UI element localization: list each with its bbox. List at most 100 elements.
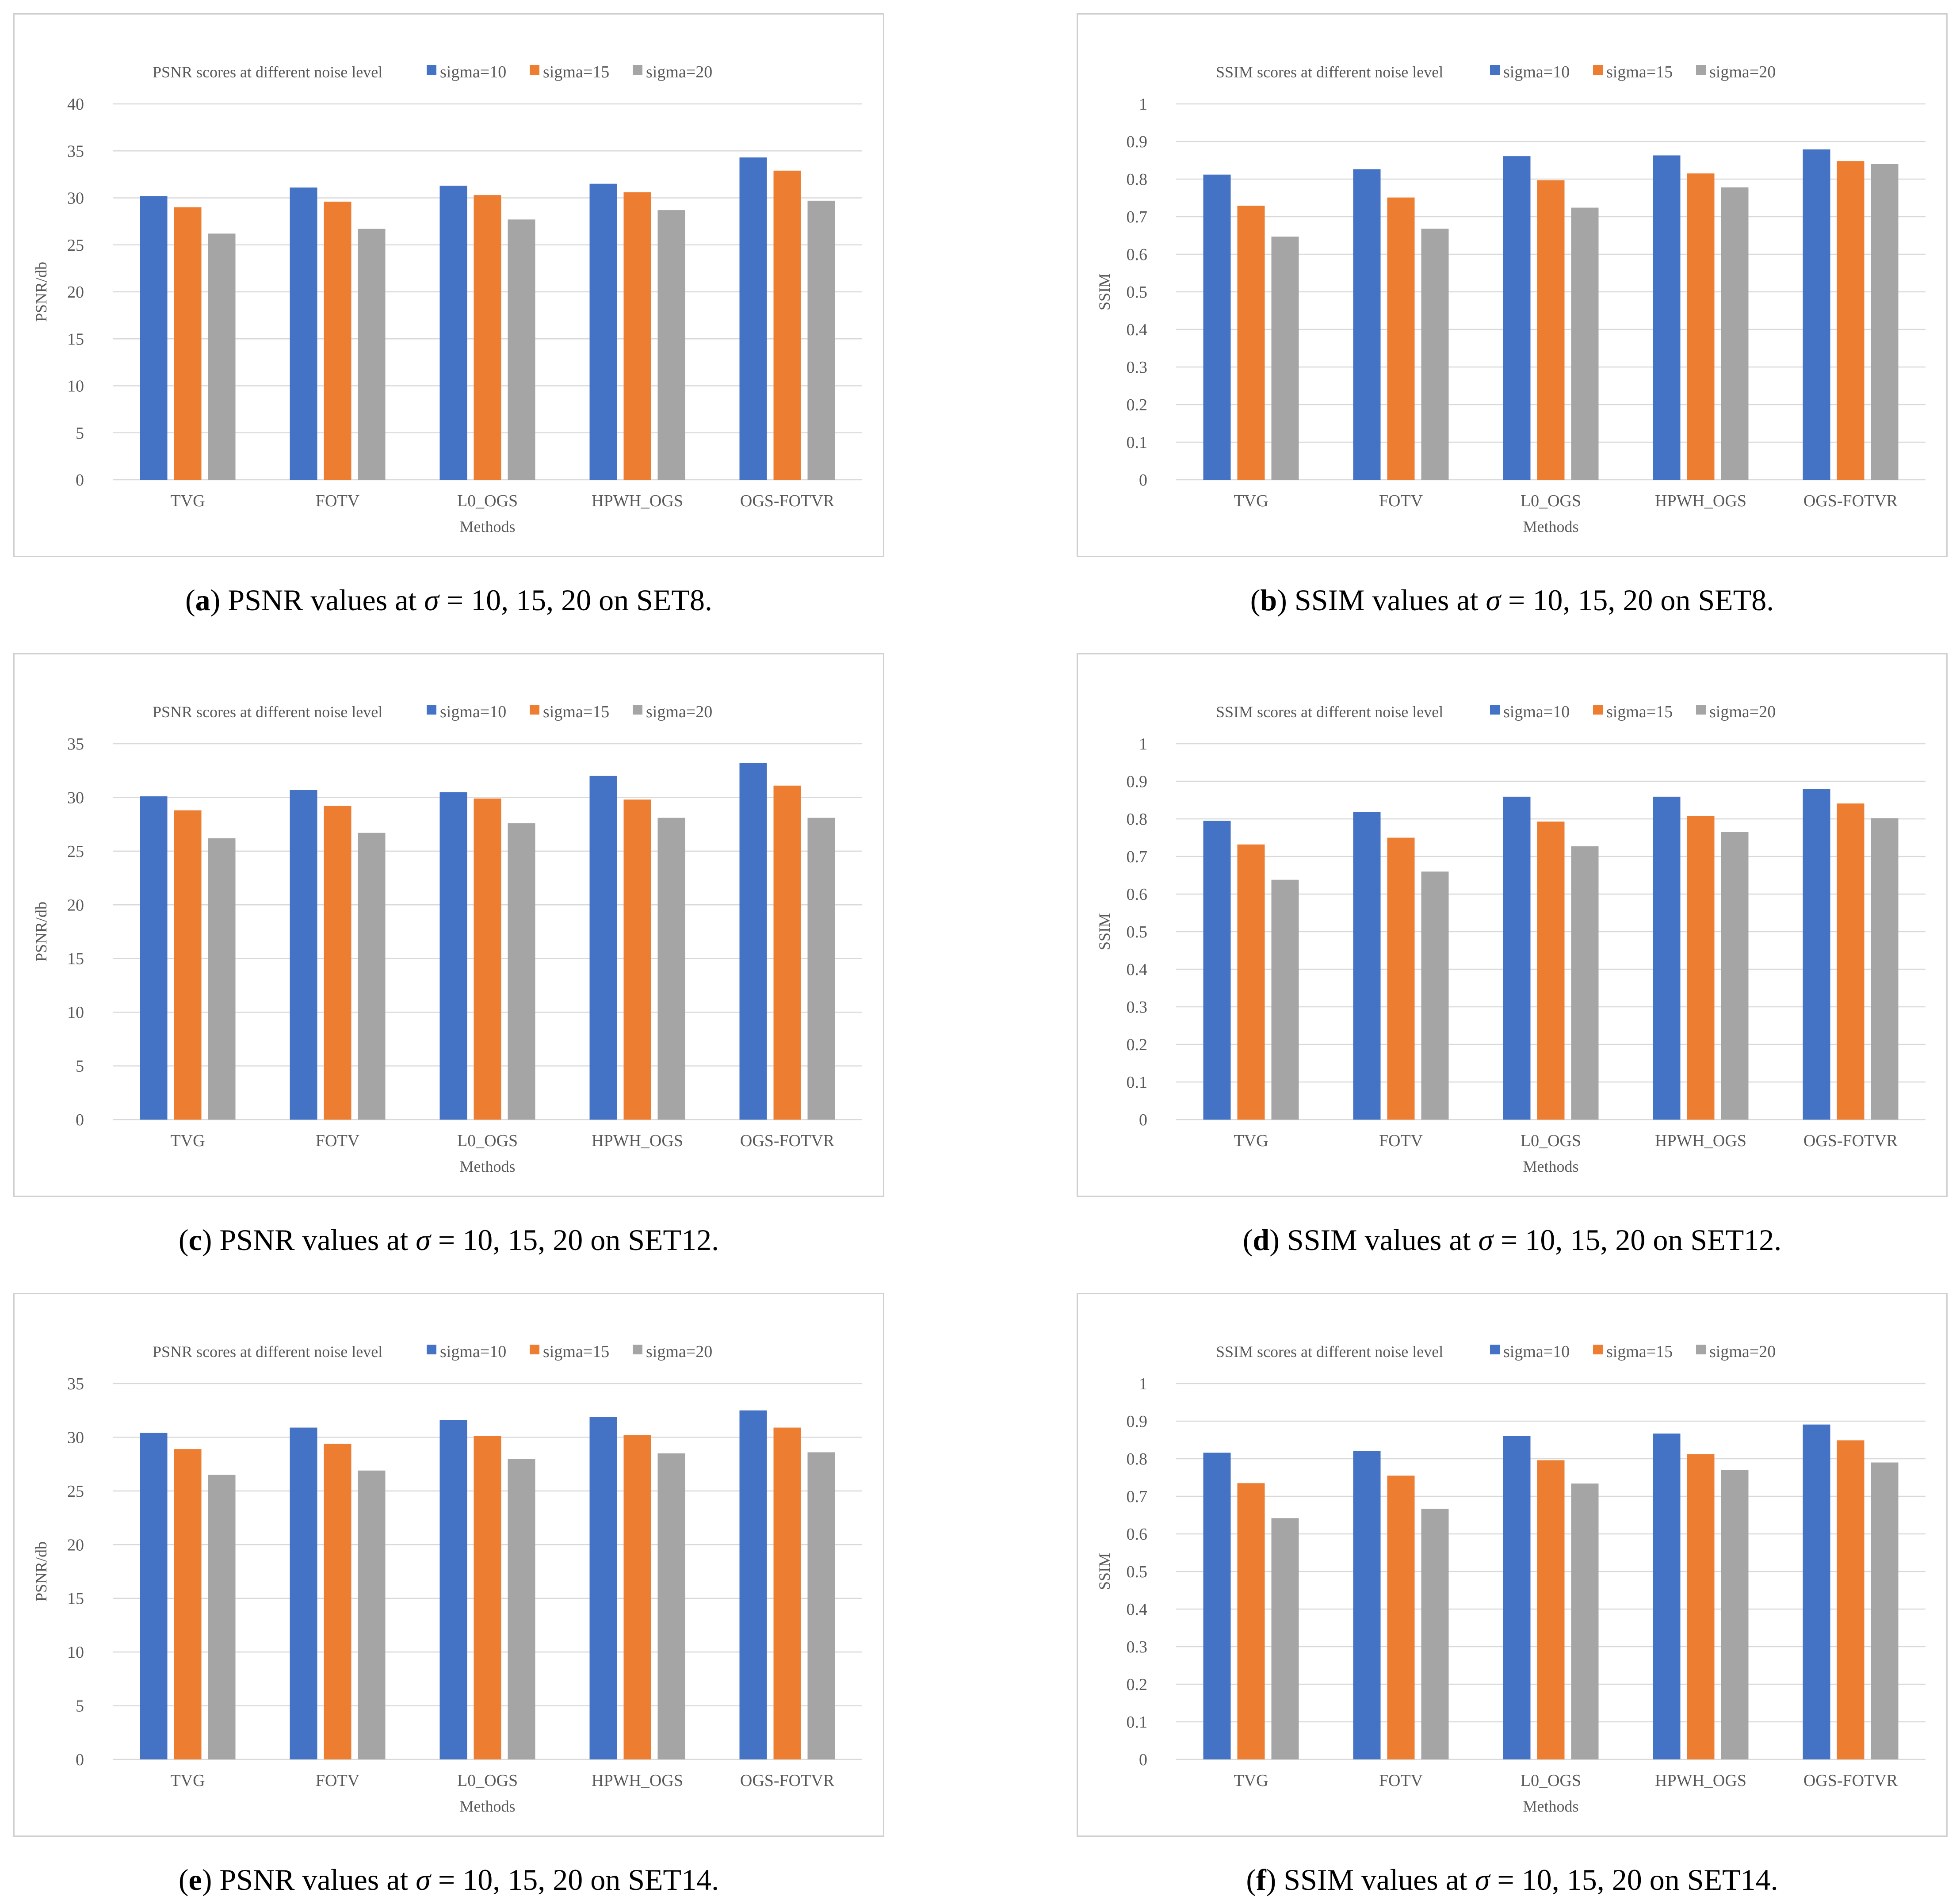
chart-panel-d: 0 0.1 0.2 0.3 0.4 0.5 0.6 0.7 0.8 0.9 1 TVG FOTV L0_O… xyxy=(1077,653,1948,1197)
y-tick-label: 30 xyxy=(67,189,84,208)
y-axis-title: PSNR/db xyxy=(32,262,50,322)
caption-values: = 10, 15, 20 xyxy=(438,1863,583,1896)
x-tick-label: HPWH_OGS xyxy=(1655,1132,1746,1150)
caption-label: f xyxy=(1256,1863,1266,1896)
chart-svg-a: 0 5 10 15 20 25 30 35 40 TVG FOTV L0_OGS HPWH_OGS OGS… xyxy=(13,13,884,557)
caption-f: (f) SSIM values at σ = 10, 15, 20 on SET… xyxy=(1246,1863,1778,1896)
bar-sigma-20-tvg xyxy=(208,838,236,1120)
bar-sigma-10-l0_ogs xyxy=(439,1420,467,1759)
bar-sigma-20-tvg xyxy=(208,1475,236,1759)
bar-sigma-10-fotv xyxy=(290,187,317,480)
bar-sigma-10-tvg xyxy=(140,796,168,1120)
y-tick-label: 5 xyxy=(76,1057,84,1076)
bar-sigma-10-l0_ogs xyxy=(1503,1436,1531,1759)
x-tick-label: TVG xyxy=(170,1771,205,1790)
legend-label: sigma=20 xyxy=(646,703,712,721)
chart-svg-f: 0 0.1 0.2 0.3 0.4 0.5 0.6 0.7 0.8 0.9 1 TVG FOTV L0_O… xyxy=(1077,1293,1948,1837)
legend-swatch xyxy=(633,705,642,715)
bar-sigma-10-ogs-fotvr xyxy=(739,763,767,1120)
bar-sigma-20-tvg xyxy=(208,233,236,480)
bar-sigma-15-fotv xyxy=(1387,1476,1415,1759)
x-axis-title: Methods xyxy=(460,1797,516,1815)
caption-d: (d) SSIM values at σ = 10, 15, 20 on SET… xyxy=(1242,1223,1782,1257)
bar-sigma-15-ogs-fotvr xyxy=(1837,161,1864,480)
bar-sigma-15-hpwh_ogs xyxy=(1687,816,1715,1120)
bar-sigma-20-hpwh_ogs xyxy=(1721,1470,1749,1759)
y-axis-title: PSNR/db xyxy=(32,902,50,962)
bar-sigma-15-l0_ogs xyxy=(474,195,501,480)
x-tick-label: HPWH_OGS xyxy=(1655,1771,1746,1790)
x-tick-label: L0_OGS xyxy=(1521,1771,1581,1790)
x-tick-label: TVG xyxy=(1234,1132,1268,1150)
y-tick-label: 0.8 xyxy=(1127,810,1148,829)
caption-e: (e) PSNR values at σ = 10, 15, 20 on SET… xyxy=(178,1863,719,1896)
chart-panel-e: 0 5 10 15 20 25 30 35 TVG FOTV L0_OGS HPWH_OGS OGS-F… xyxy=(13,1293,884,1837)
x-tick-label: FOTV xyxy=(316,1132,360,1150)
y-tick-label: 25 xyxy=(67,236,84,255)
chart-svg-e: 0 5 10 15 20 25 30 35 TVG FOTV L0_OGS HPWH_OGS OGS-F… xyxy=(13,1293,884,1837)
bar-sigma-20-fotv xyxy=(1421,1509,1449,1759)
bar-sigma-10-fotv xyxy=(1353,1451,1381,1759)
y-tick-label: 20 xyxy=(67,283,84,302)
x-tick-label: TVG xyxy=(1234,1771,1268,1790)
y-axis-title: SSIM xyxy=(1096,913,1113,950)
x-axis-title: Methods xyxy=(1523,518,1579,535)
x-tick-label: HPWH_OGS xyxy=(1655,492,1746,510)
caption-metric: SSIM values at xyxy=(1284,1863,1467,1896)
legend-label: sigma=10 xyxy=(440,63,506,81)
y-tick-label: 0.2 xyxy=(1127,396,1148,414)
caption-metric: PSNR values at xyxy=(228,583,417,617)
bar-sigma-20-hpwh_ogs xyxy=(657,1453,685,1759)
y-tick-label: 0.9 xyxy=(1127,1412,1148,1431)
y-tick-label: 0.4 xyxy=(1127,1600,1148,1619)
bar-sigma-15-fotv xyxy=(324,806,352,1120)
legend-label: sigma=15 xyxy=(1606,1342,1673,1361)
y-tick-label: 0.4 xyxy=(1127,960,1148,979)
legend-label: sigma=20 xyxy=(646,1342,712,1361)
y-axis-title: PSNR/db xyxy=(32,1541,50,1602)
chart-svg-b: 0 0.1 0.2 0.3 0.4 0.5 0.6 0.7 0.8 0.9 1 TVG FOTV L0_O… xyxy=(1077,13,1948,557)
y-tick-label: 0.1 xyxy=(1127,1713,1148,1732)
bar-sigma-20-ogs-fotvr xyxy=(807,1452,835,1759)
x-tick-label: L0_OGS xyxy=(457,492,518,510)
bar-sigma-10-hpwh_ogs xyxy=(1653,155,1681,480)
caption-sigma: σ xyxy=(416,1863,431,1896)
bar-sigma-10-ogs-fotvr xyxy=(739,1410,767,1759)
x-tick-label: FOTV xyxy=(1379,492,1423,510)
caption-values: = 10, 15, 20 xyxy=(446,583,592,617)
y-axis-title: SSIM xyxy=(1096,273,1113,310)
y-tick-label: 0.3 xyxy=(1127,358,1148,377)
bar-sigma-15-tvg xyxy=(1237,844,1265,1120)
y-tick-label: 0.1 xyxy=(1127,433,1148,452)
bar-sigma-15-ogs-fotvr xyxy=(773,785,801,1120)
caption-label: d xyxy=(1253,1223,1270,1257)
bar-sigma-15-hpwh_ogs xyxy=(1687,173,1715,480)
bar-sigma-15-l0_ogs xyxy=(1537,1460,1565,1759)
bar-sigma-10-l0_ogs xyxy=(1503,796,1531,1120)
bar-sigma-20-fotv xyxy=(1421,229,1449,480)
y-tick-label: 15 xyxy=(67,330,84,348)
legend-label: sigma=20 xyxy=(1709,63,1776,81)
y-tick-label: 20 xyxy=(67,896,84,914)
bar-sigma-20-fotv xyxy=(358,833,386,1120)
bar-sigma-10-tvg xyxy=(1203,1453,1231,1759)
x-tick-label: HPWH_OGS xyxy=(592,492,683,510)
x-tick-label: OGS-FOTVR xyxy=(1803,1132,1898,1150)
caption-b: (b) SSIM values at σ = 10, 15, 20 on SET… xyxy=(1250,583,1774,617)
caption-dataset: on SET14. xyxy=(590,1863,719,1896)
chart-panel-b: 0 0.1 0.2 0.3 0.4 0.5 0.6 0.7 0.8 0.9 1 TVG FOTV L0_O… xyxy=(1077,13,1948,557)
y-tick-label: 5 xyxy=(76,424,84,443)
bar-sigma-20-ogs-fotvr xyxy=(1871,164,1899,480)
bar-sigma-15-fotv xyxy=(324,202,352,480)
y-tick-label: 0 xyxy=(76,1111,84,1129)
bar-sigma-10-hpwh_ogs xyxy=(1653,796,1681,1120)
caption-sigma: σ xyxy=(416,1223,431,1257)
legend-label: sigma=15 xyxy=(543,63,609,81)
bar-sigma-10-l0_ogs xyxy=(439,792,467,1120)
bar-sigma-10-ogs-fotvr xyxy=(1803,1424,1830,1759)
x-axis-title: Methods xyxy=(460,1158,516,1175)
legend-label: sigma=15 xyxy=(1606,703,1673,721)
bar-sigma-20-fotv xyxy=(358,1470,386,1759)
bar-sigma-20-hpwh_ogs xyxy=(657,818,685,1120)
bar-sigma-20-l0_ogs xyxy=(1571,207,1599,480)
